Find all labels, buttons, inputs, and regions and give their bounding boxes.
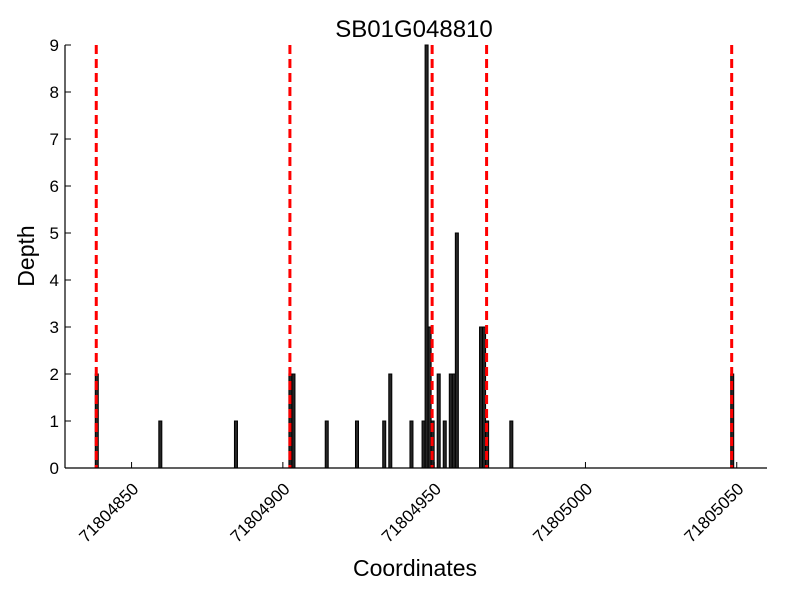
y-tick-label-2: 2	[50, 365, 59, 384]
bar-71804914	[324, 420, 329, 469]
y-axis-label: Depth	[13, 225, 39, 286]
bar-71804953	[442, 420, 447, 469]
chart-title: SB01G048810	[335, 16, 492, 43]
x-axis-label: Coordinates	[353, 555, 477, 581]
x-tick-label-71805050: 71805050	[681, 479, 748, 546]
bar-71804957	[454, 232, 459, 469]
y-tick-label-8: 8	[50, 83, 59, 102]
bar-71804942	[409, 420, 414, 469]
axes-group: 0 1 2 3 4 5 6 7 8 9 71804850 71804900 71804950 718050…	[50, 36, 767, 546]
bar-71804924	[354, 420, 360, 469]
y-tick-label-7: 7	[50, 130, 59, 149]
x-tick-label-71804900: 71804900	[227, 479, 294, 546]
x-tick-label-71804850: 71804850	[75, 479, 142, 546]
x-tick-label-71805000: 71805000	[529, 479, 596, 546]
bars-group	[94, 44, 735, 469]
bar-71804859	[158, 420, 163, 469]
reference-lines-group	[94, 45, 734, 468]
y-tick-label-4: 4	[50, 271, 59, 290]
bar-71804951	[436, 373, 441, 469]
y-tick-label-1: 1	[50, 412, 59, 431]
bar-71804933	[382, 420, 387, 469]
bar-71804903	[291, 373, 296, 469]
bar-71804935	[388, 373, 393, 469]
y-tick-label-3: 3	[50, 318, 59, 337]
bar-71804884	[233, 420, 238, 469]
x-tick-label-71804950: 71804950	[378, 479, 445, 546]
y-tick-label-6: 6	[50, 177, 59, 196]
y-tick-label-0: 0	[50, 459, 59, 478]
y-tick-label-9: 9	[50, 36, 59, 55]
y-tick-label-5: 5	[50, 224, 59, 243]
bar-71804975	[509, 420, 514, 469]
